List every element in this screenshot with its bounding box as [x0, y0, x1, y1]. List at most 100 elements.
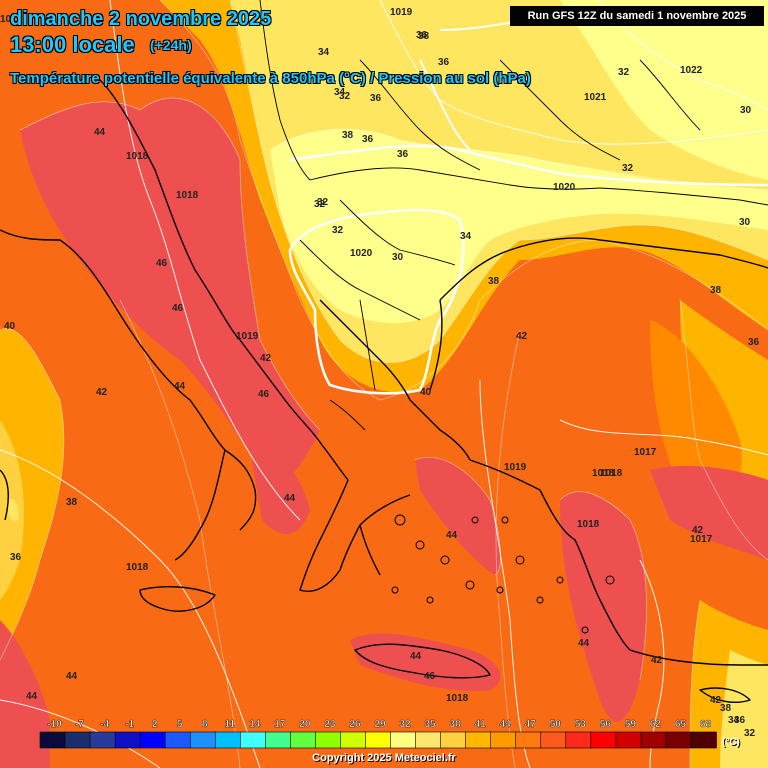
temperature-label: 44	[66, 671, 78, 682]
temp-field-46-aegean	[415, 457, 501, 575]
forecast-lead: (+24h)	[150, 37, 192, 53]
legend-tick-label: 65	[675, 719, 687, 730]
legend-swatch	[239, 731, 267, 749]
isobar-1020	[288, 208, 465, 395]
temp-field-36-se	[720, 650, 768, 768]
temp-field-44-italy-s	[250, 449, 310, 534]
temperature-label: 42	[710, 695, 722, 706]
forecast-date: dimanche 2 novembre 2025	[10, 8, 272, 30]
temp-field-32	[270, 129, 768, 324]
legend-swatch	[440, 731, 467, 749]
legend-tick-label: 47	[525, 719, 537, 730]
temp-field-36-far-ne	[690, 40, 768, 160]
legend-tick-label: 14	[249, 719, 261, 730]
legend-swatch	[415, 731, 442, 749]
legend-swatch	[390, 731, 417, 749]
legend-tick-label: 59	[625, 719, 637, 730]
temp-field-46-turkey-e	[650, 465, 768, 560]
temperature-label: 30	[739, 217, 751, 228]
legend-tick-label: -7	[75, 719, 84, 730]
legend-tick-label: 38	[450, 719, 462, 730]
legend-tick-label: 62	[650, 719, 662, 730]
temperature-label: 42	[260, 353, 272, 364]
temperature-label: 38	[720, 703, 732, 714]
temperature-label: 42	[692, 525, 704, 536]
legend-swatch	[665, 731, 692, 749]
temperature-label: 38	[710, 285, 722, 296]
temperature-label: 32	[339, 91, 351, 102]
islands	[391, 514, 615, 634]
temperature-label: 42	[516, 331, 528, 342]
legend-swatch	[114, 731, 141, 749]
legend-tick-label: 11	[224, 719, 235, 730]
legend-tick-label: 29	[374, 719, 386, 730]
temperature-label: 40	[4, 321, 16, 332]
borders	[259, 0, 768, 431]
legend-tick-label: 2	[152, 719, 158, 730]
temperature-label: 34	[334, 87, 346, 98]
temperature-label: 44	[26, 691, 38, 702]
legend-tick-label: 56	[600, 719, 612, 730]
temperature-label: 36	[362, 134, 374, 145]
temperature-label: 36	[397, 149, 409, 160]
pressure-label: 1019	[236, 331, 259, 342]
legend-swatch	[214, 731, 242, 749]
temperature-label: 36	[438, 57, 450, 68]
legend-tick-label: 32	[399, 719, 411, 730]
pressure-label: 1018	[592, 468, 615, 479]
legend-tick-label: 50	[550, 719, 562, 730]
pressure-label: 1021	[584, 92, 607, 103]
temp-field-46-sw	[0, 620, 50, 768]
legend-swatch	[365, 731, 392, 749]
temperature-label: 32	[314, 199, 326, 210]
temperature-label: 46	[172, 303, 184, 314]
pressure-labels: 1019102210211020102010181018101910191017…	[126, 7, 713, 704]
legend-tick-label: 53	[575, 719, 587, 730]
legend-swatch	[290, 731, 317, 749]
pressure-label: 1019	[504, 462, 527, 473]
temperature-label: 44	[410, 651, 422, 662]
pressure-label: 1018	[577, 519, 600, 530]
legend-tick-label: 8	[202, 719, 208, 730]
legend-unit: (°C)	[722, 737, 740, 748]
temperature-label: 44	[446, 530, 458, 541]
temperature-label: 44	[284, 493, 296, 504]
temperature-label: 44	[578, 638, 590, 649]
temp-field-46-italy	[20, 98, 320, 483]
legend-tick-label: 17	[274, 719, 286, 730]
pressure-label: 1019	[390, 7, 413, 18]
copyright: Copyright 2025 Meteociel.fr	[312, 752, 456, 764]
temperature-label: 38	[342, 130, 354, 141]
temperature-label: 42	[96, 387, 108, 398]
temperature-label: 36	[748, 337, 760, 348]
coastlines	[0, 79, 768, 703]
temperature-label: 46	[156, 258, 168, 269]
temperature-label: 40	[160, 14, 172, 25]
pressure-label: 1017	[690, 534, 713, 545]
temperature-label: 34	[728, 715, 740, 726]
temperature-label: 38	[418, 31, 430, 42]
legend-tick-label: 41	[475, 719, 487, 730]
pressure-label: 1022	[680, 65, 703, 76]
legend-swatch	[164, 731, 192, 749]
temperature-label: 42	[651, 655, 663, 666]
legend-swatch	[590, 731, 617, 749]
legend-swatch	[39, 731, 66, 749]
temperature-label: 44	[174, 381, 186, 392]
legend-swatch	[189, 731, 217, 749]
legend-tick-label: 44	[500, 719, 512, 730]
temp-field-40-west	[0, 328, 64, 660]
pressure-label: 1018	[600, 468, 623, 479]
legend-swatch	[690, 731, 717, 749]
temperature-label: 32	[622, 163, 634, 174]
legend-tick-label: -4	[100, 719, 109, 730]
legend-swatch	[565, 731, 592, 749]
pressure-label: 1020	[553, 182, 576, 193]
legend-swatch	[340, 731, 367, 749]
color-legend: -10 -7 -4 -1 2 5 8 11 14 17 20 23 26 29 32 35 38 41 44 47 50…	[39, 719, 717, 749]
legend-tick-label: 26	[349, 719, 361, 730]
temperature-label: 36	[10, 552, 22, 563]
legend-tick-label: 20	[299, 719, 311, 730]
